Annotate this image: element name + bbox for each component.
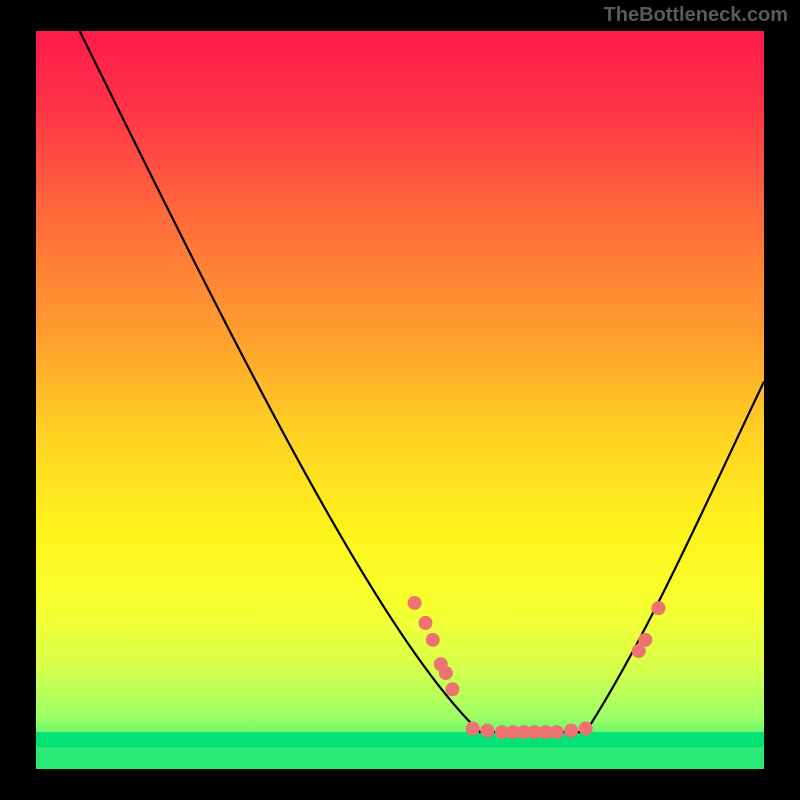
data-marker [651, 601, 665, 615]
marker-group [408, 596, 666, 739]
data-marker [466, 721, 480, 735]
data-marker [638, 633, 652, 647]
data-marker [564, 724, 578, 738]
data-marker [550, 725, 564, 739]
data-marker [445, 682, 459, 696]
data-marker [418, 616, 432, 630]
chart-svg [36, 31, 764, 769]
data-marker [579, 721, 593, 735]
data-marker [426, 633, 440, 647]
data-marker [408, 596, 422, 610]
watermark-text: TheBottleneck.com [604, 4, 788, 27]
data-marker [439, 666, 453, 680]
plot-area [36, 31, 764, 769]
data-marker [480, 724, 494, 738]
